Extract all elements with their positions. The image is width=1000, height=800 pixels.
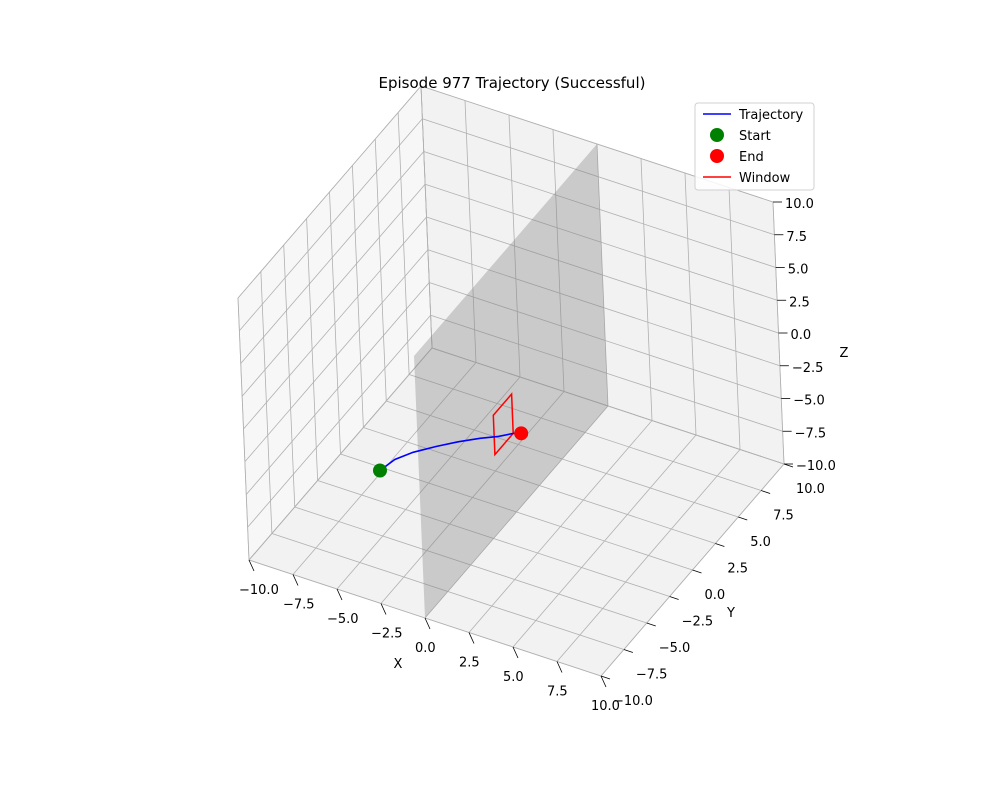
end-marker [514, 426, 529, 441]
y-tick-mark [715, 543, 725, 547]
z-tick-label: −5.0 [793, 394, 825, 409]
x-tick-label: 10.0 [591, 699, 620, 714]
start-marker [373, 463, 387, 478]
y-tick-label: −10.0 [613, 694, 653, 709]
z-axis-label: Z [840, 346, 849, 361]
window-outline [492, 392, 514, 457]
wall-plane [414, 144, 608, 618]
floor-grid-x [556, 449, 741, 662]
left-grid-z [243, 216, 427, 430]
x-tick-label: −5.0 [327, 612, 359, 627]
x-tick-mark [336, 588, 343, 601]
legend-label-window: Window [739, 171, 791, 186]
x-tick-label: 7.5 [547, 685, 568, 700]
floor-grid-y [386, 400, 739, 518]
z-tick-label: 7.5 [786, 230, 807, 245]
x-tick-label: −10.0 [239, 583, 279, 598]
z-tick-label: 10.0 [785, 197, 814, 212]
x-tick-mark [556, 661, 563, 673]
legend-marker-start [710, 128, 724, 142]
z-tick-label: −2.5 [792, 361, 824, 376]
y-tick-mark [669, 596, 679, 600]
y-tick-label: 10.0 [796, 482, 825, 497]
back-grid-x [728, 187, 741, 450]
x-tick-label: 0.0 [415, 641, 436, 656]
y-tick-label: −2.5 [682, 615, 714, 630]
y-tick-label: 0.0 [705, 588, 726, 603]
y-tick-mark [623, 649, 634, 653]
y-tick-label: 5.0 [750, 535, 771, 550]
back-grid-x [684, 172, 697, 436]
x-tick-label: −2.5 [371, 627, 403, 642]
legend-label-start: Start [739, 129, 771, 144]
z-tick-label: −7.5 [795, 426, 827, 441]
y-tick-mark [600, 675, 611, 680]
x-tick-mark [292, 574, 299, 586]
plot-data [373, 392, 529, 478]
floor-grid-y [431, 347, 785, 465]
left-grid-y [351, 165, 364, 428]
y-tick-label: 2.5 [727, 562, 748, 577]
left-grid-z [239, 118, 423, 332]
x-tick-mark [248, 559, 255, 572]
y-tick-label: −5.0 [659, 641, 691, 656]
chart-title: Episode 977 Trajectory (Successful) [379, 74, 646, 92]
back-grid-x [640, 158, 653, 421]
left-grid-z [240, 151, 425, 364]
y-tick-mark [783, 463, 794, 468]
left-grid-y [374, 138, 387, 402]
z-tick-label: 0.0 [791, 328, 812, 343]
floor-grid-y [408, 374, 762, 491]
back-grid-z [423, 151, 776, 268]
x-tick-mark [600, 675, 607, 688]
legend-label-end: End [739, 150, 764, 165]
left-grid-z [241, 183, 426, 397]
tick-labels: −10.0−7.5−5.0−2.50.02.55.07.510.0−10.0−7… [239, 197, 836, 714]
y-tick-mark [646, 622, 656, 627]
x-tick-label: −7.5 [283, 598, 315, 613]
y-tick-mark [760, 490, 771, 494]
y-tick-label: −7.5 [636, 668, 668, 683]
x-tick-mark [512, 646, 519, 659]
floor-grid-y [363, 427, 716, 544]
x-tick-mark [424, 617, 431, 630]
z-tick-label: 5.0 [788, 263, 809, 278]
y-tick-mark [738, 516, 748, 521]
y-tick-mark [692, 569, 702, 574]
trajectory-line [379, 432, 522, 472]
legend-frame [694, 102, 815, 191]
x-axis-label: X [394, 657, 403, 672]
legend-marker-end [710, 149, 724, 163]
left-grid-y [397, 112, 410, 375]
x-tick-mark [380, 603, 387, 615]
x-tick-mark [468, 632, 475, 644]
wall-polygon [414, 144, 608, 618]
back-grid-z [426, 216, 779, 334]
floor-grid-x [512, 434, 697, 648]
y-axis-label: Y [726, 606, 735, 621]
back-grid-z [422, 118, 775, 236]
x-tick-label: 2.5 [459, 656, 480, 671]
legend-label-trajectory: Trajectory [738, 108, 803, 123]
floor-grid-x [468, 420, 653, 633]
z-tick-label: 2.5 [789, 295, 810, 310]
z-tick-label: −10.0 [796, 459, 836, 474]
back-grid-z [424, 183, 778, 301]
left-grid-y [420, 85, 433, 349]
y-tick-label: 7.5 [773, 509, 794, 524]
x-tick-label: 5.0 [503, 670, 524, 685]
legend: Trajectory Start End Window [694, 102, 815, 191]
left-grid-z [237, 85, 422, 299]
floor-grid-y [340, 453, 693, 571]
